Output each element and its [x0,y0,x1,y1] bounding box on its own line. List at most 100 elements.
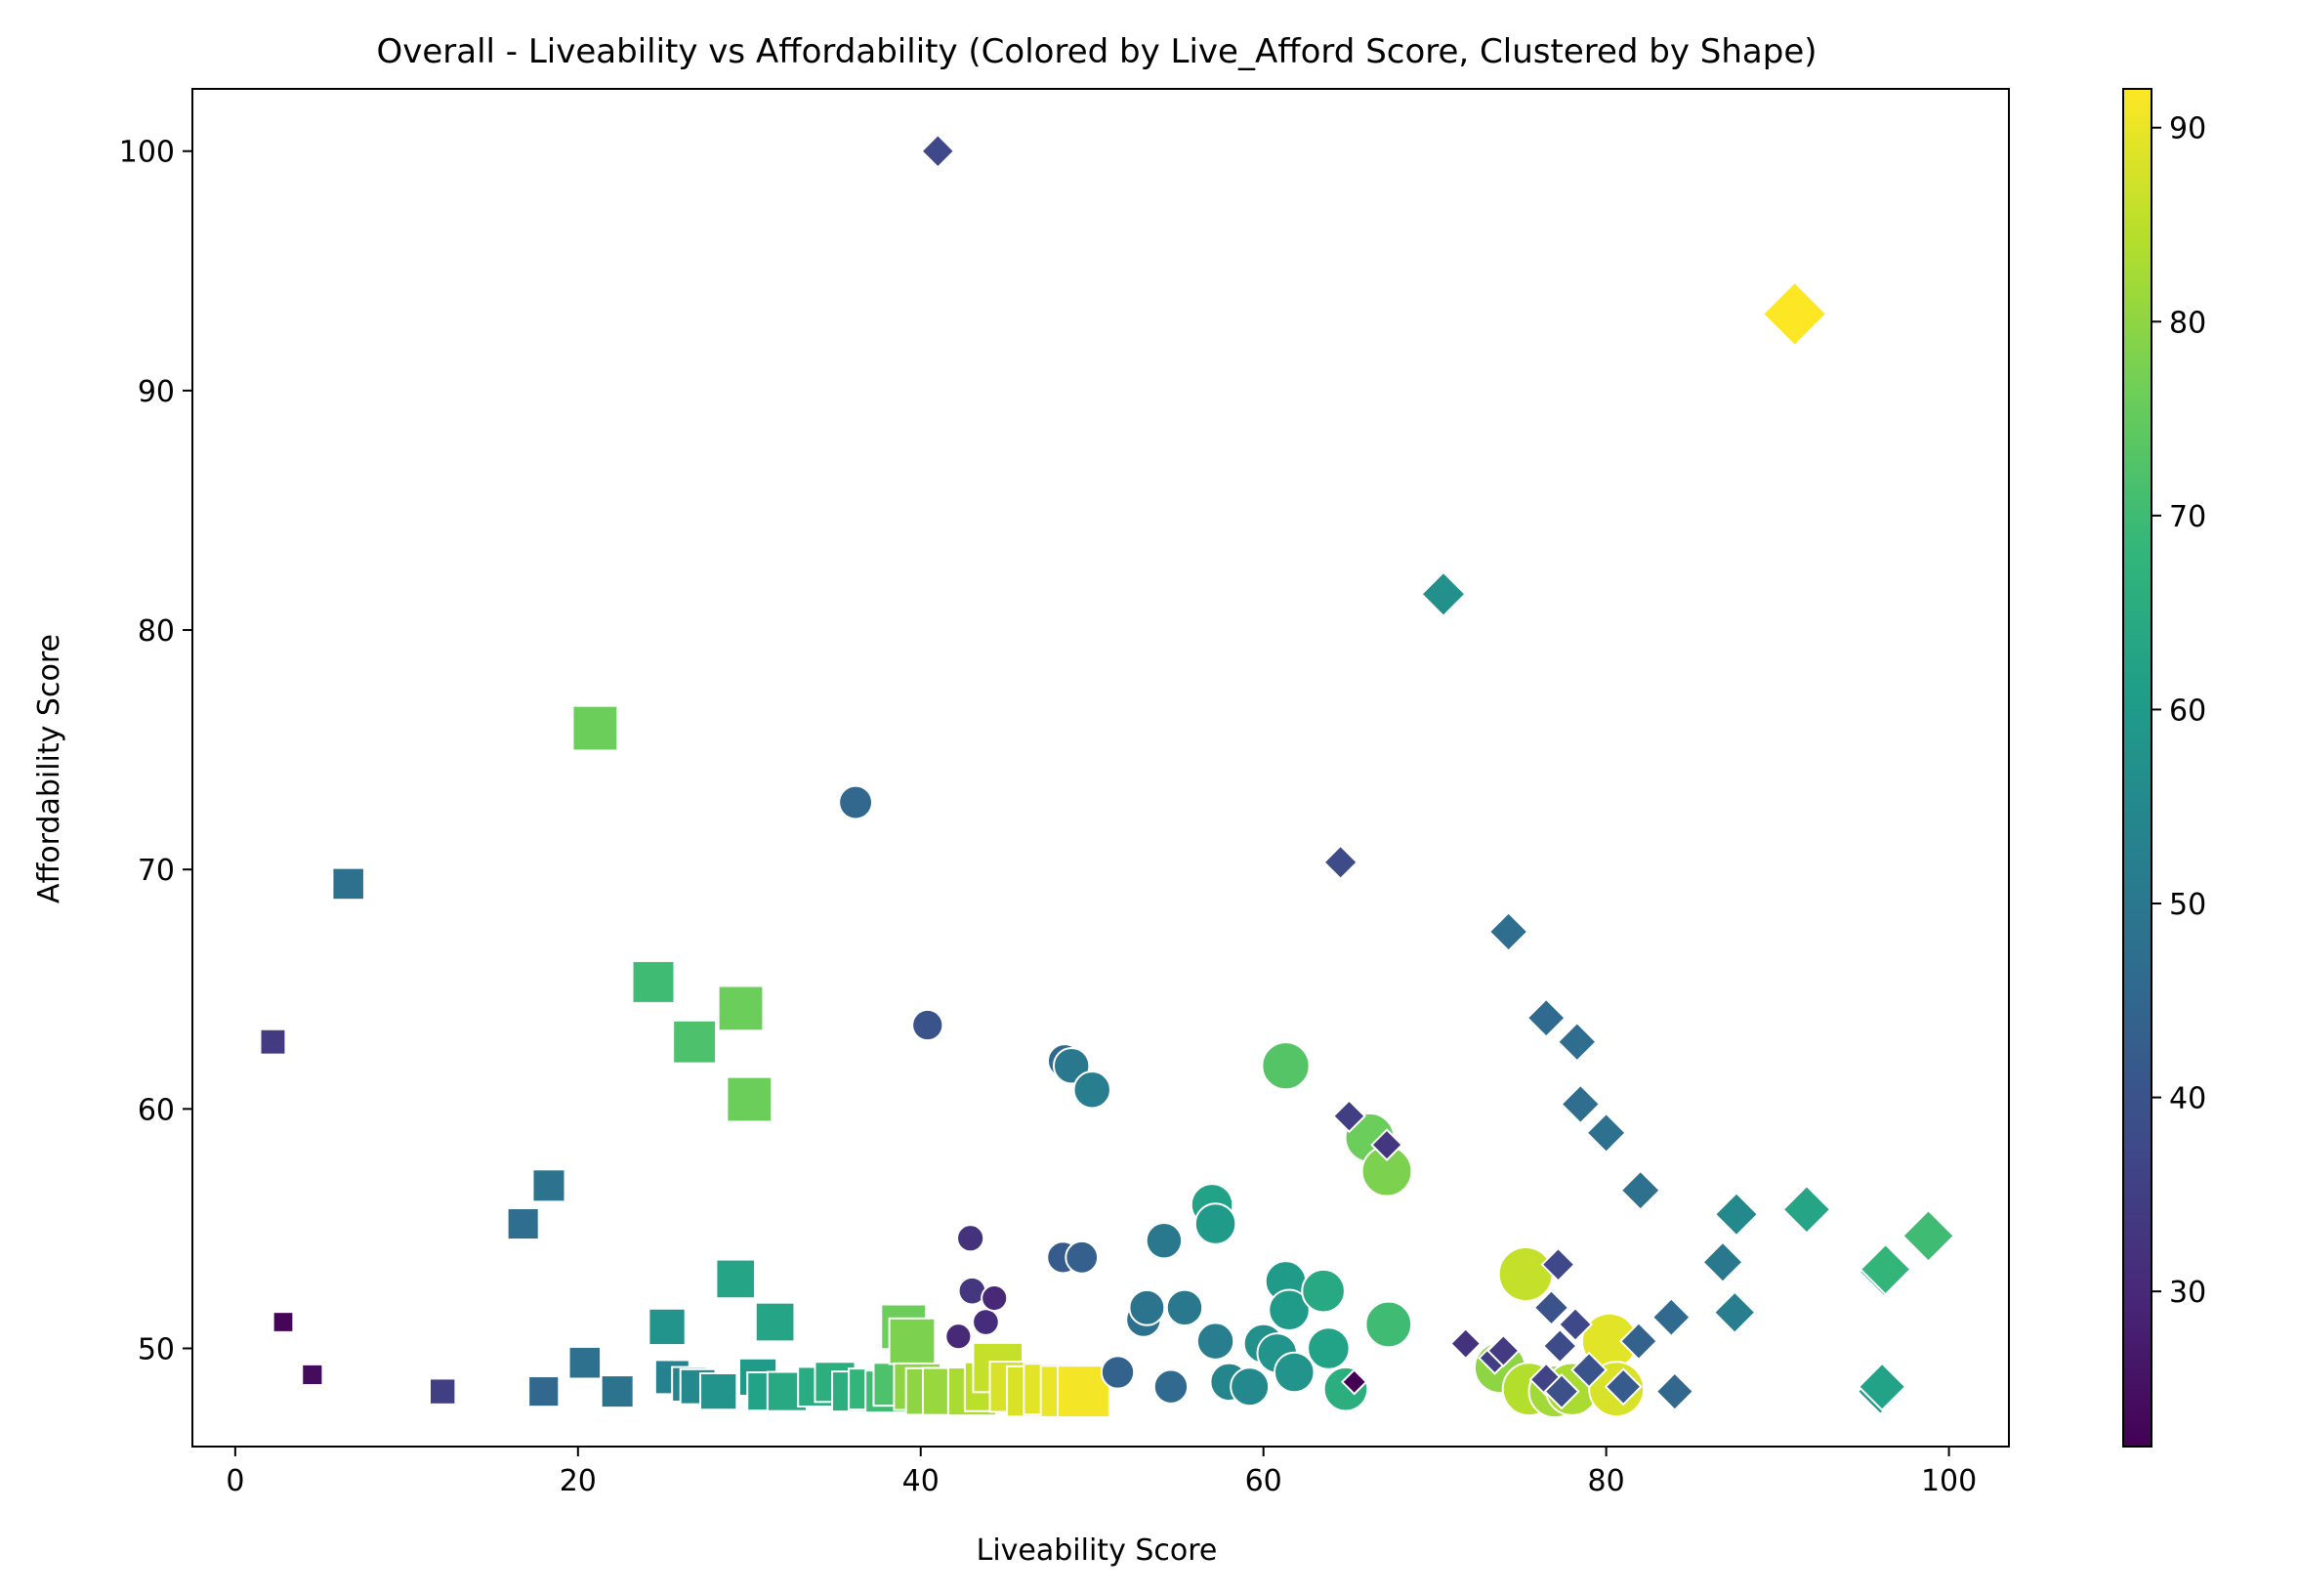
diamond-point [920,133,956,169]
y-tick-label: 50 [138,1332,175,1366]
diamond-point [1619,1169,1661,1211]
diamond-point [1525,997,1567,1038]
plot-frame [191,88,2010,1448]
diamond-point [1857,1362,1907,1411]
plot-background [192,89,2009,1447]
square-point [717,985,765,1032]
circle-point [1072,1071,1111,1110]
diamond-point [1532,1288,1570,1326]
diamond-point [1701,1240,1744,1284]
diamond-point [1650,1296,1692,1338]
diamond-point [1585,1112,1627,1155]
circle-point [944,1323,973,1351]
square-point [715,1258,757,1300]
x-tick-label: 0 [226,1464,244,1498]
circle-point [1261,1041,1311,1091]
diamond-point [1331,1099,1366,1134]
square-point [571,704,619,752]
circle-point [956,1224,985,1253]
diamond-point [1322,844,1359,881]
square-point [531,1168,566,1203]
diamond-point [1859,1242,1912,1296]
circle-point [972,1308,1000,1336]
colorbar-tick-label: 70 [2169,500,2206,534]
x-tick-label: 40 [902,1464,940,1498]
circle-point [1268,1288,1311,1332]
diamond-point [1486,1333,1521,1368]
markers [259,133,1956,1419]
diamond-point [1556,1021,1598,1063]
circle-point [1065,1239,1100,1275]
diamond-point [1560,1083,1602,1125]
diamond-point [1570,1351,1609,1389]
colorbar: 30 40 50 60 70 80 90 [2122,88,2206,1448]
diamond-point [1604,1367,1643,1407]
colorbar-tick-label: 30 [2169,1276,2206,1310]
square-point [527,1375,561,1408]
circle-point [1274,1351,1316,1394]
y-tick-label: 90 [138,375,175,409]
diamond-point [1370,1128,1403,1162]
diamond-point [1541,1327,1578,1365]
y-tick-label: 80 [138,614,175,649]
square-point [259,1028,287,1056]
circle-point [911,1008,944,1042]
diamond-point [1618,1322,1659,1362]
diamond-point [1487,910,1529,952]
colorbar-tick-label: 80 [2169,306,2206,340]
square-point [506,1206,540,1241]
circle-point [1128,1288,1166,1326]
diamond-point [1420,570,1467,618]
square-point [888,1317,937,1365]
diamond-point [1543,1372,1580,1410]
diamond-point [1901,1208,1956,1263]
circle-point [1230,1366,1271,1407]
square-point [567,1345,603,1380]
circle-point [1364,1300,1413,1349]
square-point [1057,1365,1110,1419]
x-axis-label: Liveability Score [977,1533,1218,1568]
diamond-point [1781,1184,1832,1235]
colorbar-tick-label: 40 [2169,1082,2206,1116]
chart-title: Overall - Liveability vs Affordability (… [376,32,1817,71]
square-point [754,1301,796,1343]
circle-point [1301,1268,1346,1314]
x-tick-label: 60 [1245,1464,1282,1498]
circle-point [1145,1221,1184,1260]
square-point [301,1363,324,1387]
diamond-point [1761,280,1828,348]
y-tick-label: 60 [138,1093,175,1127]
diamond-point [1449,1326,1483,1361]
x-tick-label: 100 [1921,1464,1977,1498]
square-point [428,1377,457,1406]
diamond-point [1558,1306,1594,1343]
square-point [631,959,676,1004]
y-tick-label: 70 [138,854,175,888]
colorbar-tick-label: 90 [2169,112,2206,147]
circle-point [981,1283,1009,1313]
y-tick-label: 100 [119,136,175,170]
square-point [331,866,365,902]
x-tick-label: 80 [1588,1464,1625,1498]
circle-point [1165,1288,1204,1327]
plot-area: 0 20 40 60 80 100 50 60 70 80 90 100 [119,88,2010,1498]
y-axis-label: Affordability Score [32,634,66,903]
circle-point [1100,1355,1136,1390]
square-point [699,1371,738,1411]
circle-point [1307,1326,1351,1370]
x-tick-label: 20 [560,1464,597,1498]
colorbar-gradient [2122,88,2152,1448]
circle-point [1193,1202,1237,1245]
square-point [272,1311,295,1333]
colorbar-tick-label: 50 [2169,888,2206,922]
diamond-point [1712,1290,1757,1335]
circle-point [838,784,873,820]
diamond-point [1713,1191,1760,1238]
circle-point [1152,1368,1190,1405]
square-point [672,1019,718,1065]
square-point [600,1374,635,1409]
circle-point [1497,1246,1554,1302]
circle-point [1322,1365,1369,1412]
square-point [726,1075,773,1123]
